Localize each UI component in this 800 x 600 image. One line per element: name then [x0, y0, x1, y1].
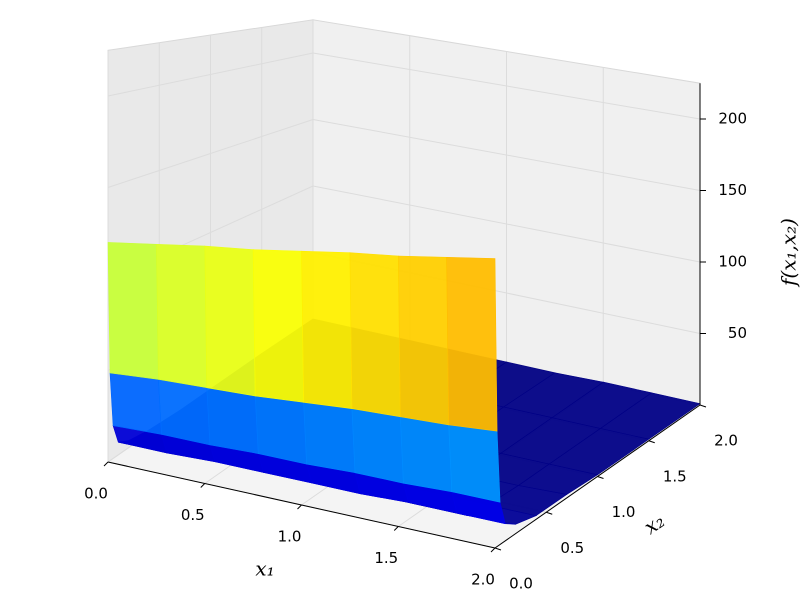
surface-patch — [156, 243, 208, 389]
x-tick-label: 2.0 — [471, 571, 495, 589]
grid-line — [107, 52, 314, 97]
x-tick — [490, 547, 496, 553]
surface-patch — [158, 379, 211, 446]
x-axis-label: x₁ — [255, 557, 274, 581]
surface-patch — [107, 242, 159, 380]
surface-patch — [448, 424, 501, 503]
surface-patch — [397, 255, 450, 426]
z-tick-label: 150 — [718, 181, 747, 199]
x-tick — [297, 504, 302, 510]
surface-patch — [399, 416, 453, 493]
surface-patch — [204, 245, 256, 397]
grid-line — [312, 119, 701, 191]
surface-patch — [303, 401, 356, 474]
surface-patch — [301, 250, 353, 409]
surface — [107, 242, 701, 525]
y-tick — [597, 476, 604, 479]
y-tick — [546, 511, 553, 515]
grid-line — [312, 52, 701, 120]
x-tick-label: 0.5 — [181, 506, 205, 524]
grid-line — [312, 185, 701, 263]
x-tick — [103, 461, 109, 467]
y-tick-label: 0.0 — [509, 575, 533, 593]
y-tick-label: 1.5 — [663, 467, 687, 485]
x-tick-label: 1.5 — [374, 549, 398, 567]
x-tick — [200, 483, 206, 488]
axes: 0.0 0.5 1.0 1.5 2.0 0.0 0.5 1.0 1.5 2.0 50 100 150 20… — [84, 83, 747, 593]
z-tick-label: 100 — [718, 253, 747, 271]
z-tick-label: 50 — [728, 324, 747, 342]
surface-patch — [252, 249, 304, 403]
x-tick-label: 1.0 — [278, 528, 302, 546]
y-tick-label: 2.0 — [714, 432, 738, 450]
x-tick — [393, 526, 399, 531]
z-axis-label: f(x₁,x₂) — [777, 218, 800, 288]
y-tick-label: 1.0 — [612, 503, 636, 521]
y-tick-label: 0.5 — [560, 539, 584, 557]
y-tick — [648, 440, 655, 444]
surface-patch — [349, 252, 401, 418]
surface-patch — [254, 395, 307, 465]
y-tick — [494, 547, 502, 551]
surface-patch — [351, 408, 404, 484]
surface-patch — [109, 372, 162, 435]
surface-patch — [446, 256, 498, 432]
y-tick — [699, 404, 707, 408]
y-axis-label: x₂ — [639, 508, 669, 539]
z-tick-label: 200 — [718, 110, 747, 128]
surface-patch — [206, 387, 259, 454]
x-tick-label: 0.0 — [84, 485, 108, 503]
grid-line — [107, 119, 314, 188]
